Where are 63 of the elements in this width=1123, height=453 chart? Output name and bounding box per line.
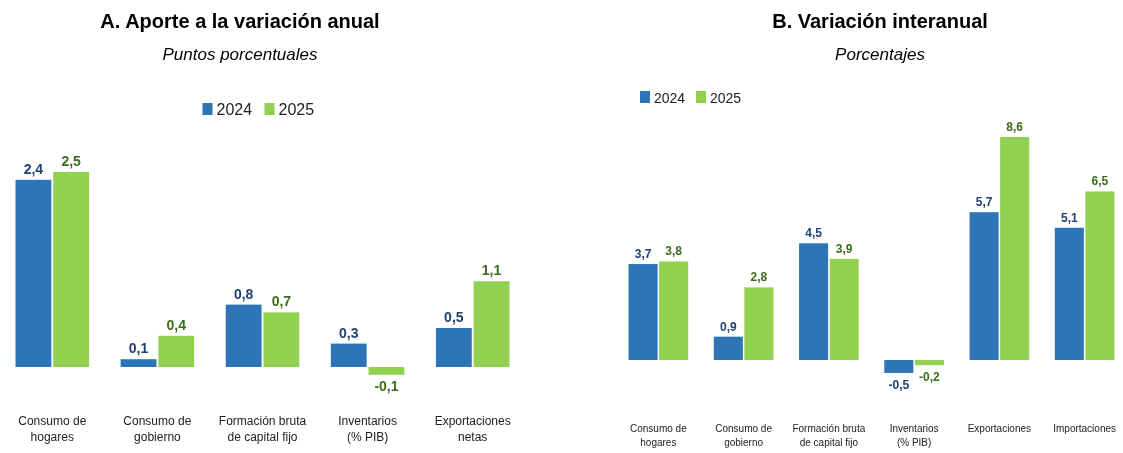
x-tick-label: Inventarios (% PIB) <box>889 423 939 448</box>
x-tick-label: Exportaciones netas <box>434 414 511 444</box>
bar <box>225 304 262 367</box>
data-label: -0,5 <box>888 377 910 392</box>
data-label: 3,8 <box>665 244 683 259</box>
bar <box>158 335 195 367</box>
data-label: 0,3 <box>339 324 359 341</box>
x-tick-label: Inventarios (% PIB) <box>338 414 397 444</box>
bar <box>1000 137 1030 360</box>
data-label: 2,8 <box>750 270 768 285</box>
data-label: -0,1 <box>374 377 399 394</box>
bar <box>368 367 405 375</box>
chart-subtitle: Puntos porcentuales <box>162 45 318 64</box>
data-label: 2,4 <box>23 160 44 177</box>
data-label: 8,6 <box>1006 120 1024 134</box>
bar <box>15 179 52 367</box>
bar <box>628 264 658 360</box>
bar <box>263 312 300 367</box>
legend-label: 2025 <box>278 101 315 118</box>
data-label: 4,5 <box>805 226 823 241</box>
data-label: 0,5 <box>444 309 464 325</box>
data-label: 3,7 <box>634 247 652 262</box>
bar <box>829 258 859 360</box>
bar <box>914 360 944 366</box>
chart-title: B. Variación interanual <box>772 10 988 32</box>
x-tick-label: Consumo de hogares <box>630 423 688 448</box>
bar <box>1085 191 1115 360</box>
data-label: 0,9 <box>719 319 737 334</box>
bar <box>884 360 914 373</box>
data-label: 0,7 <box>271 293 292 310</box>
bar <box>473 281 510 367</box>
data-label: 6,5 <box>1091 174 1109 189</box>
data-label: 0,8 <box>233 285 254 302</box>
legend-label: 2025 <box>710 90 742 106</box>
data-label: 3,9 <box>835 241 853 256</box>
chart-title: A. Aporte a la variación anual <box>100 10 380 32</box>
bar <box>659 261 689 360</box>
x-tick-label: Importaciones <box>1053 423 1117 434</box>
bar <box>53 172 90 367</box>
bar <box>435 328 472 367</box>
legend-label: 2024 <box>654 90 686 106</box>
x-tick-label: Consumo de gobierno <box>123 414 192 444</box>
x-tick-label: Formación bruta de capital fijo <box>218 414 307 444</box>
bar <box>1054 227 1084 360</box>
bar <box>969 212 999 360</box>
bar <box>713 336 743 360</box>
x-tick-label: Formación bruta de capital fijo <box>792 423 866 448</box>
data-label: 5,1 <box>1060 210 1078 225</box>
bar <box>330 343 367 367</box>
data-label: 1,1 <box>481 262 502 279</box>
bar <box>120 359 157 367</box>
chart-subtitle: Porcentajes <box>835 45 926 64</box>
legend-label: 2024 <box>216 101 253 118</box>
bar <box>744 287 774 360</box>
bar <box>799 243 829 360</box>
data-label: -0,2 <box>919 370 941 385</box>
x-tick-label: Consumo de hogares <box>18 414 87 444</box>
x-tick-label: Exportaciones <box>967 423 1032 434</box>
data-label: 0,4 <box>166 316 187 333</box>
data-label: 5,7 <box>975 195 993 210</box>
data-label: 2,5 <box>61 153 82 169</box>
data-label: 0,1 <box>128 340 149 357</box>
x-tick-label: Consumo de gobierno <box>715 423 773 448</box>
